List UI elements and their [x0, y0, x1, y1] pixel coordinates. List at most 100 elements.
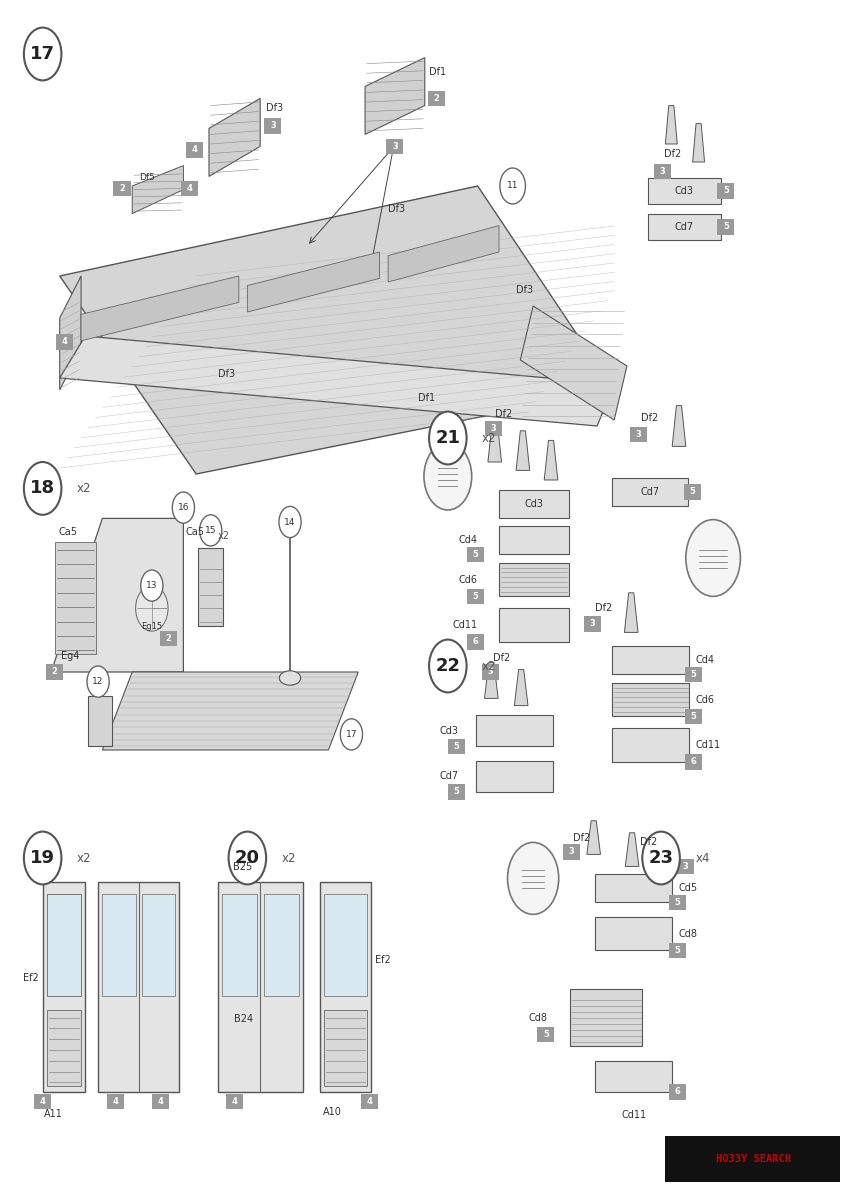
- Text: Df2: Df2: [639, 838, 656, 847]
- Polygon shape: [247, 252, 379, 312]
- Text: 3: 3: [635, 430, 640, 439]
- Polygon shape: [43, 882, 85, 1092]
- Text: Df2: Df2: [492, 653, 509, 662]
- Text: Df1: Df1: [417, 394, 435, 403]
- Text: 6: 6: [674, 1087, 679, 1097]
- Bar: [717, 182, 734, 198]
- Text: Df3: Df3: [217, 370, 234, 379]
- Text: Df2: Df2: [494, 409, 511, 419]
- Polygon shape: [60, 336, 613, 426]
- Bar: [46, 664, 63, 679]
- Text: Cd11: Cd11: [452, 620, 477, 630]
- Polygon shape: [132, 166, 183, 214]
- Bar: [498, 490, 568, 518]
- Bar: [447, 738, 464, 754]
- Bar: [186, 142, 203, 157]
- Bar: [668, 943, 685, 958]
- Text: 3: 3: [487, 667, 492, 677]
- Circle shape: [642, 832, 679, 884]
- Text: 22: 22: [435, 658, 460, 674]
- Text: 15: 15: [204, 526, 216, 535]
- Text: 3: 3: [590, 619, 595, 629]
- Circle shape: [141, 570, 163, 601]
- Ellipse shape: [279, 671, 301, 685]
- Bar: [653, 163, 671, 179]
- Text: 4: 4: [366, 1097, 371, 1106]
- Polygon shape: [692, 124, 704, 162]
- Text: Df2: Df2: [573, 833, 590, 842]
- Text: x2: x2: [217, 532, 229, 541]
- Text: 5: 5: [722, 222, 728, 232]
- Text: 23: 23: [648, 850, 673, 866]
- Polygon shape: [51, 518, 183, 672]
- Circle shape: [423, 443, 471, 510]
- Text: Df1: Df1: [429, 67, 446, 77]
- Text: 20: 20: [234, 850, 260, 866]
- Text: 5: 5: [453, 742, 458, 751]
- Text: 4: 4: [40, 1097, 45, 1106]
- Polygon shape: [624, 593, 637, 632]
- Polygon shape: [142, 894, 175, 996]
- Text: 5: 5: [472, 592, 477, 601]
- Bar: [447, 785, 464, 799]
- Bar: [537, 1026, 554, 1042]
- Text: x2: x2: [481, 432, 496, 444]
- Text: Df3: Df3: [266, 103, 283, 113]
- Bar: [181, 180, 198, 196]
- Bar: [569, 989, 642, 1046]
- Text: 2: 2: [119, 184, 124, 193]
- Polygon shape: [514, 670, 527, 706]
- Bar: [34, 1094, 51, 1109]
- Text: Eg15: Eg15: [141, 622, 162, 631]
- Text: 4: 4: [192, 145, 197, 155]
- Circle shape: [429, 640, 466, 692]
- Text: 5: 5: [689, 487, 694, 497]
- Text: Cd3: Cd3: [674, 186, 693, 196]
- Polygon shape: [47, 894, 81, 996]
- Bar: [612, 683, 688, 716]
- Bar: [226, 1094, 243, 1109]
- Polygon shape: [47, 1010, 81, 1086]
- Text: 3: 3: [490, 424, 495, 433]
- Bar: [562, 845, 579, 859]
- Bar: [466, 546, 483, 562]
- Polygon shape: [586, 821, 600, 854]
- Text: 17: 17: [30, 44, 55, 62]
- Polygon shape: [209, 98, 260, 176]
- Bar: [648, 178, 720, 204]
- Text: Ef2: Ef2: [23, 973, 38, 983]
- Polygon shape: [102, 894, 135, 996]
- Text: Cd7: Cd7: [440, 772, 458, 781]
- Text: A10: A10: [322, 1108, 341, 1117]
- Bar: [595, 874, 671, 902]
- Circle shape: [507, 842, 558, 914]
- Circle shape: [24, 462, 61, 515]
- Text: 5: 5: [690, 670, 695, 679]
- Text: 5: 5: [690, 712, 695, 721]
- Bar: [665, 1136, 839, 1182]
- Text: 2: 2: [434, 94, 439, 103]
- Text: 12: 12: [92, 677, 104, 686]
- Text: 3: 3: [568, 847, 573, 857]
- Text: 3: 3: [659, 167, 665, 176]
- Circle shape: [135, 586, 168, 631]
- Text: x4: x4: [694, 852, 709, 864]
- Text: 5: 5: [453, 787, 458, 797]
- Text: 2: 2: [165, 634, 170, 643]
- Text: 5: 5: [674, 946, 679, 955]
- Text: 4: 4: [62, 337, 67, 347]
- Polygon shape: [544, 440, 557, 480]
- Text: Cd5: Cd5: [678, 883, 697, 893]
- Polygon shape: [98, 882, 179, 1092]
- Bar: [56, 334, 73, 349]
- Bar: [152, 1094, 169, 1109]
- Text: Ca5: Ca5: [186, 527, 204, 536]
- Text: Ca5: Ca5: [58, 527, 77, 536]
- Polygon shape: [484, 662, 498, 698]
- Polygon shape: [665, 106, 676, 144]
- Text: 14: 14: [284, 517, 296, 527]
- Text: 3: 3: [682, 862, 688, 871]
- Text: 3: 3: [392, 142, 397, 151]
- Text: Cd4: Cd4: [694, 655, 713, 665]
- Circle shape: [87, 666, 109, 697]
